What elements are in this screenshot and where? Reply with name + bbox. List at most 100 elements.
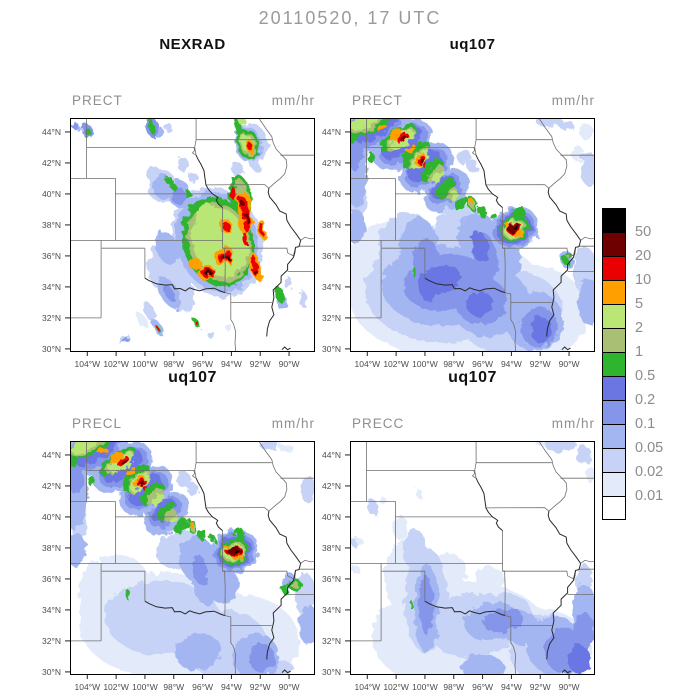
precip-cell <box>351 118 378 131</box>
precip-cell <box>189 521 195 528</box>
colorbar-tick-label: 0.02 <box>635 464 664 480</box>
colorbar-segment <box>602 208 626 232</box>
precip-cell <box>137 313 148 329</box>
x-tick-label: 102°W <box>383 682 409 692</box>
precip-cell <box>283 276 292 289</box>
precip-cell <box>176 472 192 488</box>
colorbar <box>602 208 626 520</box>
precip-cell <box>254 270 259 276</box>
precip-cell <box>453 196 469 211</box>
precip-cell <box>177 157 189 172</box>
x-tick-label: 94°W <box>221 359 242 369</box>
precip-cell <box>299 605 315 646</box>
precip-cell <box>140 481 145 486</box>
x-tick-label: 98°W <box>443 682 464 692</box>
y-tick-label: 44°N <box>42 127 61 137</box>
y-tick-label: 42°N <box>42 481 61 491</box>
precip-cell <box>125 466 136 476</box>
precip-cell <box>482 607 523 633</box>
y-tick-label: 38°N <box>322 220 341 230</box>
precip-cell <box>279 443 294 453</box>
colorbar-segment <box>602 280 626 304</box>
colorbar-segment <box>602 424 626 448</box>
precip-cell <box>280 585 289 594</box>
y-tick-label: 32°N <box>42 636 61 646</box>
precip-cell <box>411 266 416 277</box>
precip-layer <box>70 441 315 675</box>
panel-uq107-precl: 104°W 102°W 100°W 98°W 96°W 94°W 92°W 90°W 44°N 4… <box>24 437 321 700</box>
x-tick-label: 92°W <box>250 359 271 369</box>
precip-cell <box>350 209 366 244</box>
map-nexrad-prect: 104°W 102°W 100°W 98°W 96°W 94°W 92°W 90°W 44°N 4… <box>42 118 315 369</box>
precip-cell <box>403 529 427 570</box>
precip-cell <box>231 161 244 177</box>
precip-cell <box>76 127 82 132</box>
map-uq107-prect: 104°W 102°W 100°W 98°W 96°W 94°W 92°W 90°W 44°N 4… <box>322 118 595 369</box>
precip-cell <box>192 554 208 585</box>
y-tick-label: 34°N <box>322 605 341 615</box>
y-tick-label: 44°N <box>322 127 341 137</box>
panel-header-uq107-prect: PRECT mm/hr <box>350 93 595 111</box>
precip-cell <box>195 321 200 327</box>
y-tick-label: 36°N <box>322 251 341 261</box>
precip-cell <box>379 497 387 505</box>
x-tick-label: 92°W <box>530 359 551 369</box>
panel-header-uq107-precc: PRECC mm/hr <box>350 416 595 434</box>
precip-cell <box>165 510 177 523</box>
precip-cell <box>475 566 505 592</box>
figure-title: 20110520, 17 UTC <box>258 8 442 28</box>
precip-cell <box>350 134 358 146</box>
y-tick-label: 32°N <box>322 636 341 646</box>
precip-cell <box>222 254 230 261</box>
colorbar-tick-label: 20 <box>635 248 652 264</box>
x-tick-label: 104°W <box>74 682 100 692</box>
precip-cell <box>535 118 562 128</box>
x-tick-label: 98°W <box>163 682 184 692</box>
precip-cell <box>198 527 208 542</box>
precip-cell <box>240 200 245 208</box>
colorbar-tick-label: 2 <box>635 320 644 336</box>
precip-cell <box>88 475 95 487</box>
y-tick-label: 40°N <box>42 189 61 199</box>
x-tick-label: 90°W <box>559 682 580 692</box>
precip-cell <box>400 135 408 142</box>
precip-cell <box>410 601 414 610</box>
precip-cell <box>222 222 231 231</box>
panel-frame <box>350 118 595 352</box>
colorbar-segment <box>602 304 626 328</box>
precip-cell <box>456 149 472 165</box>
colorbar-segment <box>602 352 626 376</box>
x-tick-label: 92°W <box>530 682 551 692</box>
precip-cell <box>275 287 285 303</box>
precip-cell <box>415 489 423 498</box>
x-tick-label: 94°W <box>501 359 522 369</box>
precip-cell <box>368 152 375 164</box>
precip-cell <box>170 182 176 190</box>
colorbar-tick-label: 10 <box>635 272 652 288</box>
precip-cell <box>513 226 518 230</box>
precip-cell <box>175 633 222 671</box>
precip-cell <box>109 451 124 463</box>
precip-cell <box>157 260 165 276</box>
precip-cell <box>580 152 595 187</box>
precip-cell <box>571 145 584 162</box>
x-tick-label: 98°W <box>443 359 464 369</box>
x-tick-label: 94°W <box>221 682 242 692</box>
x-tick-label: 102°W <box>383 359 409 369</box>
colorbar-tick-label: 0.1 <box>635 416 656 432</box>
precip-cell <box>166 176 173 186</box>
x-tick-label: 96°W <box>472 359 493 369</box>
precip-cell <box>234 527 245 545</box>
precip-layer <box>351 441 595 675</box>
x-tick-label: 100°W <box>412 359 438 369</box>
precip-cell <box>164 122 172 132</box>
precip-cell <box>573 611 594 652</box>
precip-cell <box>432 170 444 182</box>
precip-cell <box>248 644 275 672</box>
units-label: mm/hr <box>271 93 315 108</box>
precip-cell <box>242 231 248 246</box>
x-tick-label: 104°W <box>74 359 100 369</box>
panel-frame <box>70 441 315 675</box>
precip-cell <box>577 279 595 326</box>
